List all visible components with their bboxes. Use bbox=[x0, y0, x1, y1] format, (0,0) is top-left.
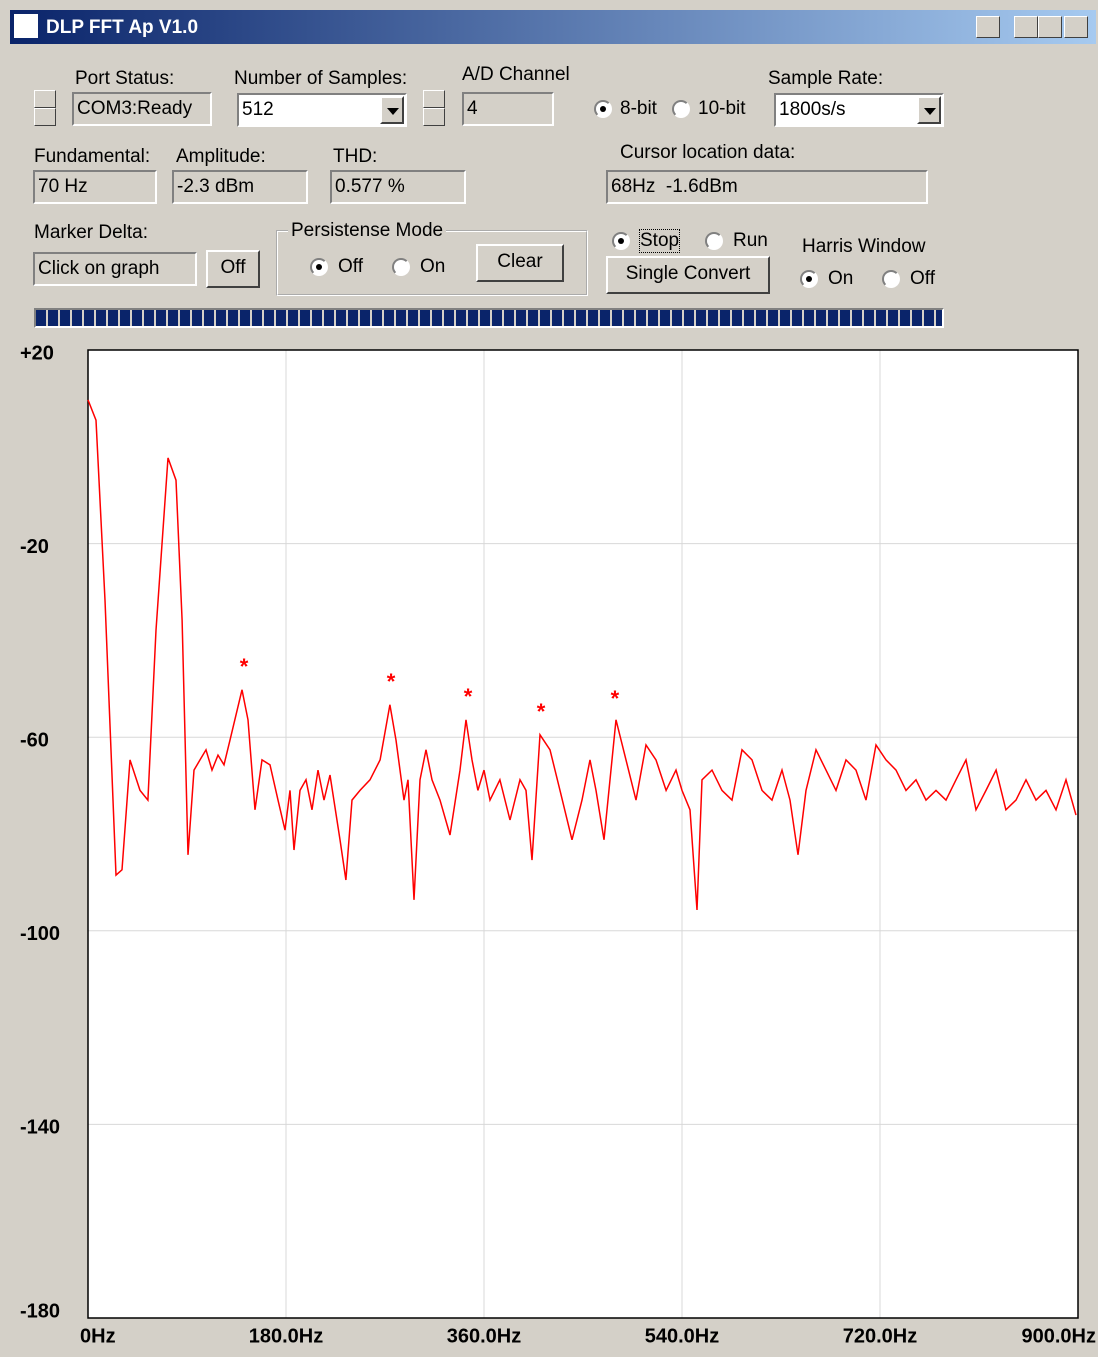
x-tick-label: 720.0Hz bbox=[843, 1325, 918, 1347]
radio[interactable] bbox=[594, 100, 612, 118]
cursor-label: Cursor location data: bbox=[620, 142, 796, 163]
radio[interactable] bbox=[882, 270, 900, 288]
thd-field: 0.577 % bbox=[330, 170, 466, 204]
plot-area[interactable] bbox=[88, 350, 1078, 1318]
x-tick-label: 540.0Hz bbox=[645, 1325, 720, 1347]
spectrum-line bbox=[87, 399, 1077, 911]
harris-label: Harris Window bbox=[802, 236, 926, 257]
channel-label: A/D Channel bbox=[462, 64, 570, 85]
samples-value: 512 bbox=[242, 99, 274, 120]
samples-combo[interactable]: 512 bbox=[237, 93, 407, 127]
channel-field: 4 bbox=[462, 92, 554, 126]
marker-delta-label: Marker Delta: bbox=[34, 222, 149, 243]
clear-button[interactable]: Clear bbox=[476, 244, 564, 282]
radio[interactable] bbox=[705, 232, 723, 250]
y-tick-label: -60 bbox=[20, 729, 49, 751]
radio-label: Stop bbox=[638, 229, 681, 253]
maximize-button[interactable] bbox=[1038, 16, 1062, 38]
radio[interactable] bbox=[310, 258, 328, 276]
window-title: DLP FFT Ap V1.0 bbox=[46, 17, 199, 38]
radio[interactable] bbox=[672, 100, 690, 118]
y-tick-label: +20 bbox=[20, 342, 54, 364]
marker-off-button[interactable]: Off bbox=[206, 250, 260, 288]
thd-label: THD: bbox=[333, 146, 378, 167]
harmonic-marker: * bbox=[387, 669, 396, 694]
radio[interactable] bbox=[800, 270, 818, 288]
harmonic-marker: * bbox=[240, 654, 249, 679]
y-tick-label: -180 bbox=[20, 1300, 60, 1322]
radio-label: On bbox=[828, 268, 854, 289]
title-bar: DLP FFT Ap V1.0 bbox=[10, 10, 1096, 44]
radio-label: Off bbox=[338, 256, 363, 277]
sample-rate-combo[interactable]: 1800s/s bbox=[774, 93, 944, 127]
radio-label: Run bbox=[733, 230, 768, 251]
sample-rate-value: 1800s/s bbox=[779, 99, 846, 120]
port-status-field: COM3:Ready bbox=[72, 92, 212, 126]
channel-spinner[interactable] bbox=[423, 90, 445, 126]
plot-border bbox=[87, 349, 1079, 1319]
radio[interactable] bbox=[392, 258, 410, 276]
single-convert-button[interactable]: Single Convert bbox=[606, 256, 770, 294]
radio-label: Off bbox=[910, 268, 935, 289]
x-tick-label: 900.0Hz bbox=[1022, 1325, 1097, 1347]
harmonic-marker: * bbox=[537, 699, 546, 724]
radio-label: On bbox=[420, 256, 446, 277]
fundamental-field: 70 Hz bbox=[33, 170, 157, 204]
port-status-label: Port Status: bbox=[75, 68, 175, 89]
persistence-label: Persistense Mode bbox=[288, 220, 447, 242]
y-tick-label: -100 bbox=[20, 923, 60, 945]
port-spinner[interactable] bbox=[34, 90, 56, 126]
marker-delta-field: Click on graph bbox=[33, 252, 197, 286]
x-tick-label: 180.0Hz bbox=[249, 1325, 324, 1347]
amplitude-label: Amplitude: bbox=[176, 146, 266, 167]
radio[interactable] bbox=[612, 232, 630, 250]
fundamental-label: Fundamental: bbox=[34, 146, 151, 167]
restore-button[interactable] bbox=[976, 16, 1000, 38]
samples-label: Number of Samples: bbox=[234, 68, 408, 89]
y-tick-label: -20 bbox=[20, 536, 49, 558]
radio-label: 10-bit bbox=[698, 98, 746, 119]
app-icon bbox=[14, 14, 38, 38]
sample-rate-label: Sample Rate: bbox=[768, 68, 884, 89]
amplitude-field: -2.3 dBm bbox=[172, 170, 308, 204]
y-tick-label: -140 bbox=[20, 1117, 60, 1139]
radio-label: 8-bit bbox=[620, 98, 657, 119]
progress-bar bbox=[34, 308, 944, 328]
harmonic-marker: * bbox=[611, 686, 620, 711]
harmonic-marker: * bbox=[464, 684, 473, 709]
x-tick-label: 360.0Hz bbox=[447, 1325, 522, 1347]
dropdown-button[interactable] bbox=[917, 96, 941, 124]
cursor-field: 68Hz -1.6dBm bbox=[606, 170, 928, 204]
close-button[interactable] bbox=[1064, 16, 1088, 38]
x-tick-label: 0Hz bbox=[80, 1325, 116, 1347]
minimize-button[interactable] bbox=[1014, 16, 1038, 38]
dropdown-button[interactable] bbox=[380, 96, 404, 124]
